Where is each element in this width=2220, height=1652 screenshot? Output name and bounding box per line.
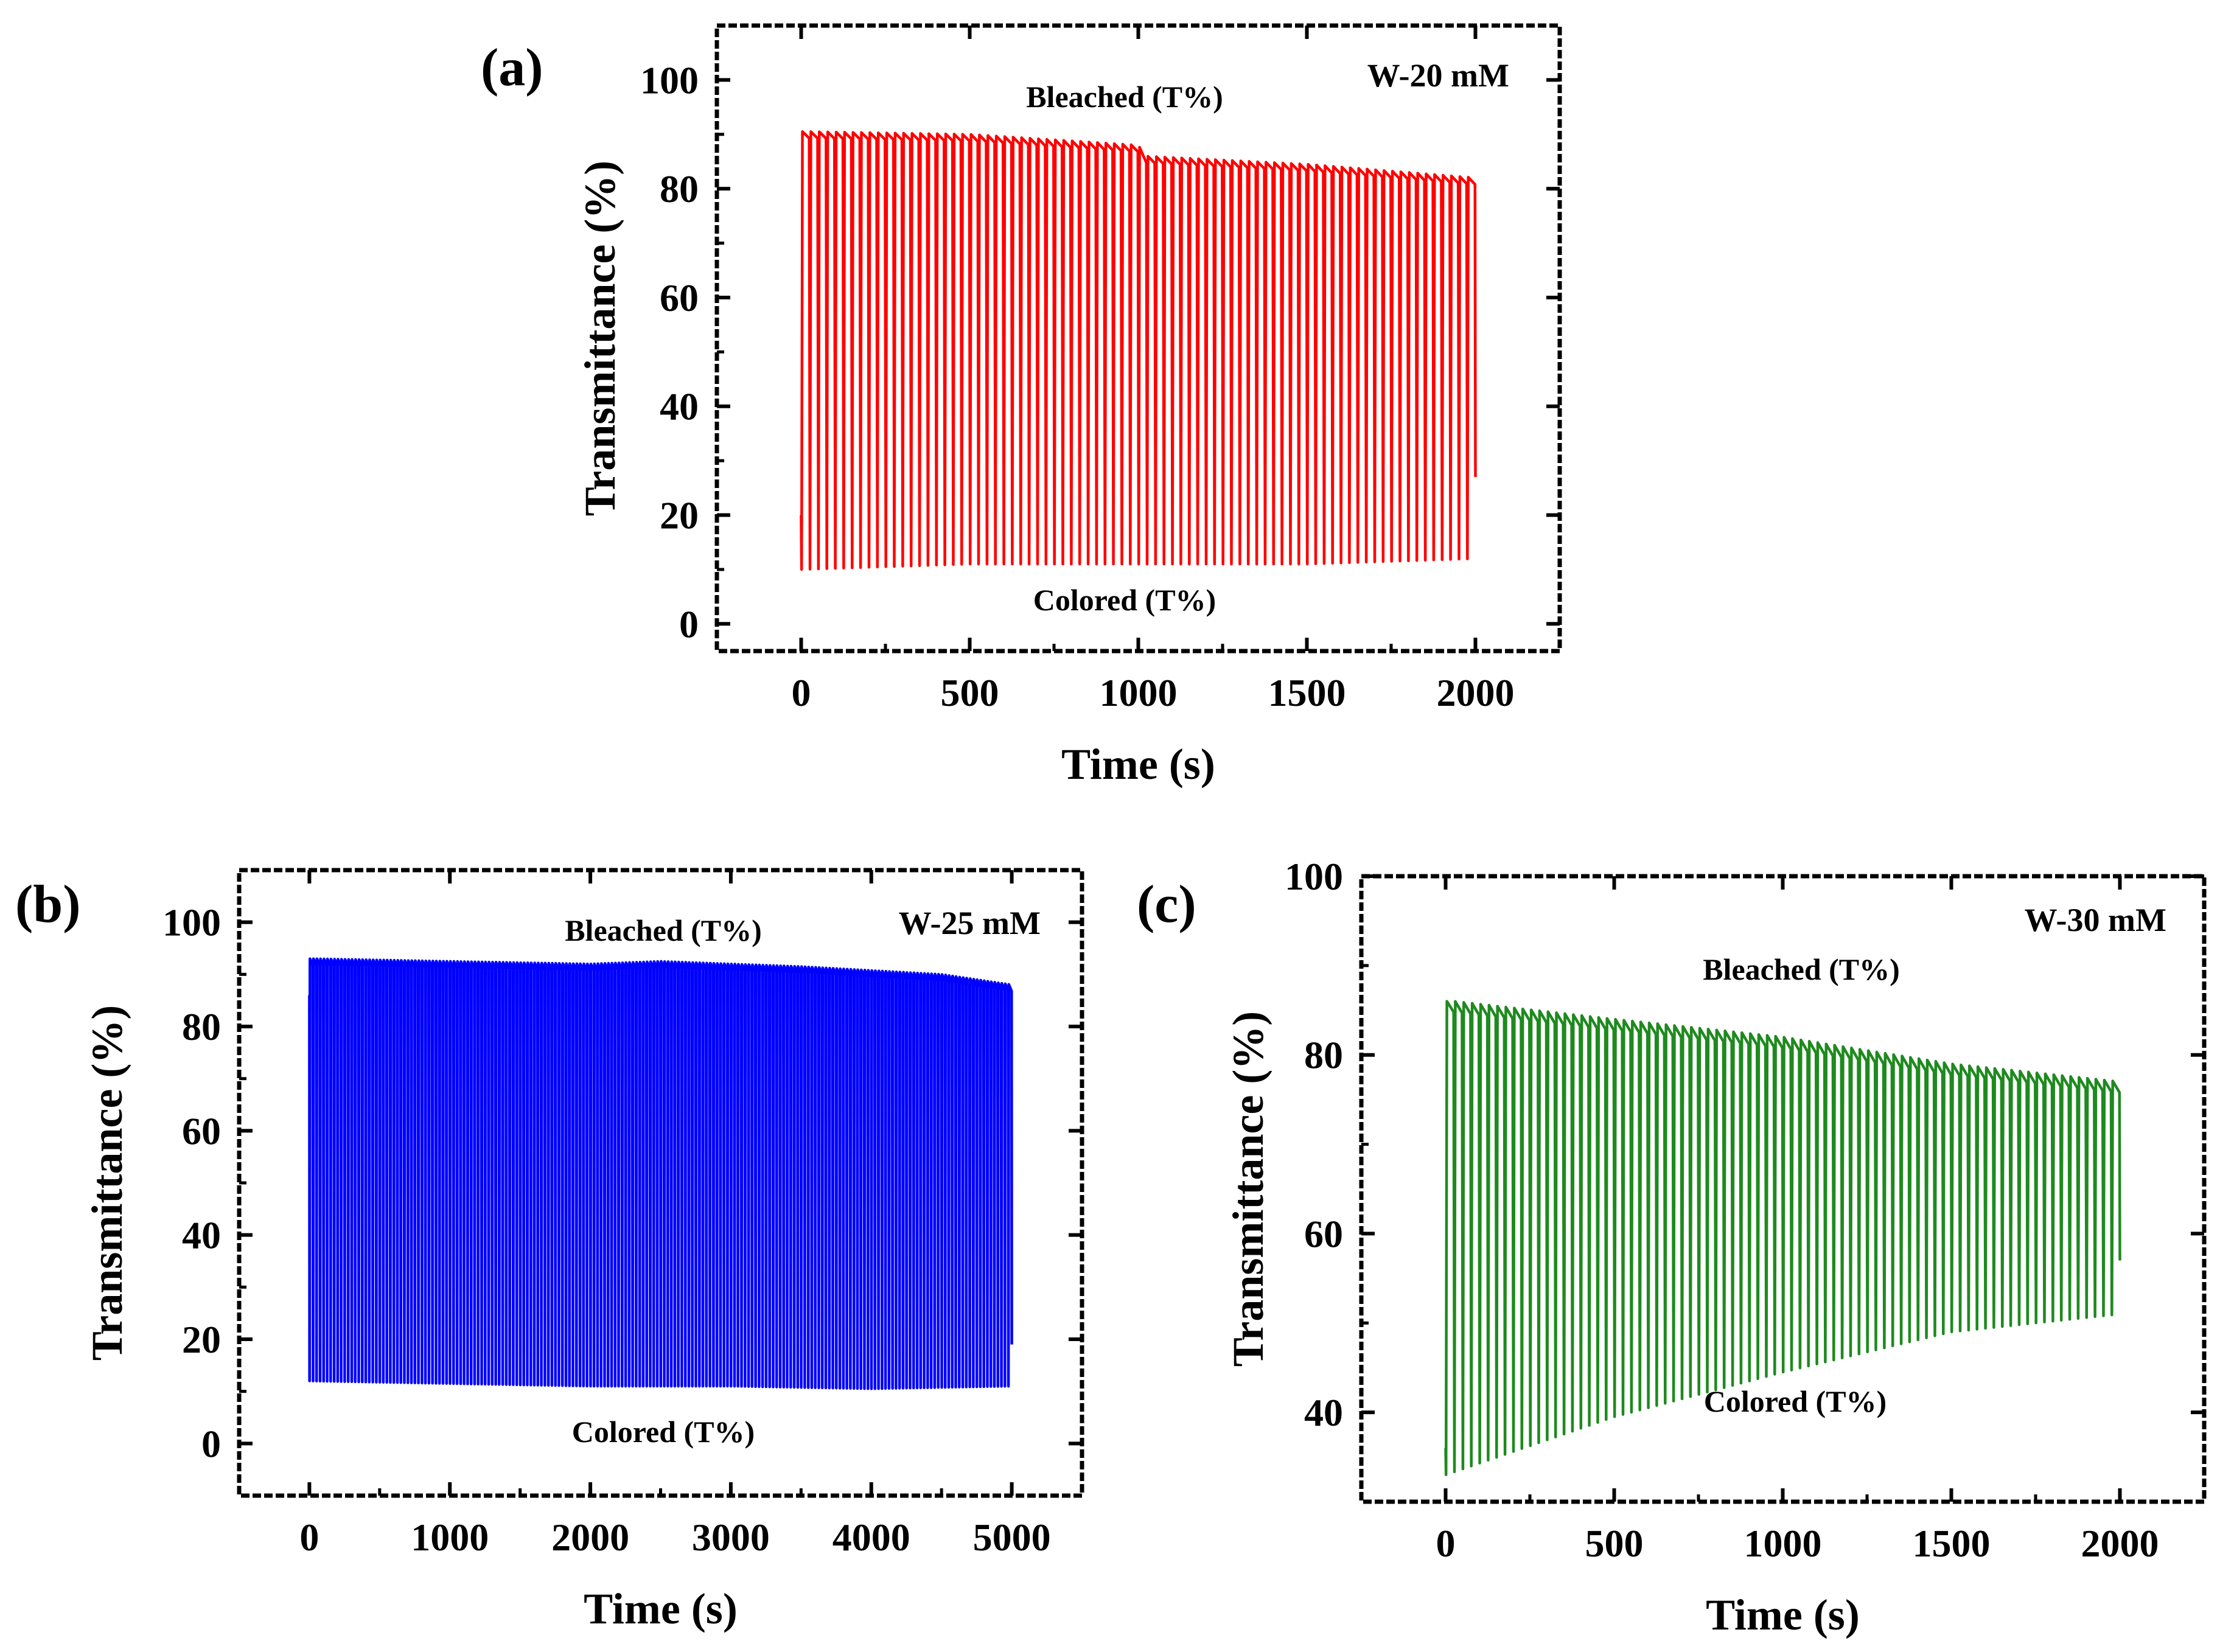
y-tick-label: 40 xyxy=(1304,1391,1343,1434)
colored-annotation: Colored (T%) xyxy=(1033,583,1216,617)
x-tick-label: 5000 xyxy=(973,1516,1051,1559)
y-axis-title: Transmittance (%) xyxy=(1224,1011,1272,1367)
y-tick-label: 40 xyxy=(660,385,699,428)
x-tick-label: 2000 xyxy=(1437,671,1515,714)
y-tick-label: 100 xyxy=(162,901,221,944)
y-axis-title: Transmittance (%) xyxy=(83,1005,131,1361)
y-tick-label: 60 xyxy=(660,276,699,319)
y-tick-label: 80 xyxy=(1304,1034,1343,1077)
x-tick-label: 2000 xyxy=(2081,1522,2159,1565)
y-axis-title: Transmittance (%) xyxy=(576,161,624,517)
x-axis-title: Time (s) xyxy=(1706,1591,1860,1639)
x-tick-label: 500 xyxy=(1585,1522,1644,1565)
chart-panel-c: 0 500 1000 1500 2000 40 60 80 100 Time (s) Transmi… xyxy=(1137,855,2207,1639)
y-tick-label: 20 xyxy=(660,494,699,537)
x-tick-label: 0 xyxy=(792,671,811,714)
series-line-w-20-mm xyxy=(800,130,1477,571)
y-tick-label: 100 xyxy=(1285,855,1343,898)
x-tick-label: 1000 xyxy=(1100,671,1178,714)
panel-label: (c) xyxy=(1137,875,1196,934)
colored-annotation: Colored (T%) xyxy=(1704,1384,1887,1418)
y-tick-label: 80 xyxy=(660,167,699,211)
y-tick-label: 60 xyxy=(1304,1212,1343,1255)
sample-label: W-30 mM xyxy=(2025,902,2166,938)
x-tick-label: 3000 xyxy=(692,1516,770,1559)
bleached-annotation: Bleached (T%) xyxy=(1703,952,1900,986)
y-tick-label: 100 xyxy=(640,58,699,102)
y-tick-label: 80 xyxy=(182,1005,221,1048)
colored-annotation: Colored (T%) xyxy=(572,1415,755,1449)
chart-panel-b: 0 1000 2000 3000 4000 5000 0 20 40 60 80 100 Time (s… xyxy=(15,868,1084,1633)
series-line-w-30-mm xyxy=(1444,1000,2121,1476)
y-tick-label: 0 xyxy=(201,1422,221,1465)
y-tick-label: 60 xyxy=(182,1109,221,1152)
panel-label: (b) xyxy=(15,875,81,934)
bleached-annotation: Bleached (T%) xyxy=(565,913,762,947)
series-line-w-25-mm xyxy=(308,957,1013,1390)
bleached-annotation: Bleached (T%) xyxy=(1026,80,1223,114)
sample-label: W-25 mM xyxy=(899,905,1041,941)
y-tick-label: 0 xyxy=(679,602,699,646)
x-tick-label: 1500 xyxy=(1913,1522,1991,1565)
panel-label: (a) xyxy=(481,38,543,97)
x-tick-label: 1000 xyxy=(411,1516,489,1559)
x-tick-label: 0 xyxy=(299,1516,319,1559)
x-tick-label: 1000 xyxy=(1744,1522,1822,1565)
x-axis-title: Time (s) xyxy=(584,1584,738,1633)
x-tick-label: 2000 xyxy=(551,1516,629,1559)
x-tick-label: 1500 xyxy=(1268,671,1346,714)
x-tick-label: 0 xyxy=(1436,1522,1456,1565)
chart-panel-a: 0 500 1000 1500 2000 0 20 40 60 80 100 Time (s) Tran… xyxy=(481,23,1562,789)
y-tick-label: 40 xyxy=(182,1214,221,1257)
y-tick-label: 20 xyxy=(182,1318,221,1361)
x-axis-title: Time (s) xyxy=(1061,740,1215,789)
x-tick-label: 500 xyxy=(941,671,999,714)
sample-label: W-20 mM xyxy=(1367,57,1509,94)
x-tick-label: 4000 xyxy=(832,1516,910,1559)
